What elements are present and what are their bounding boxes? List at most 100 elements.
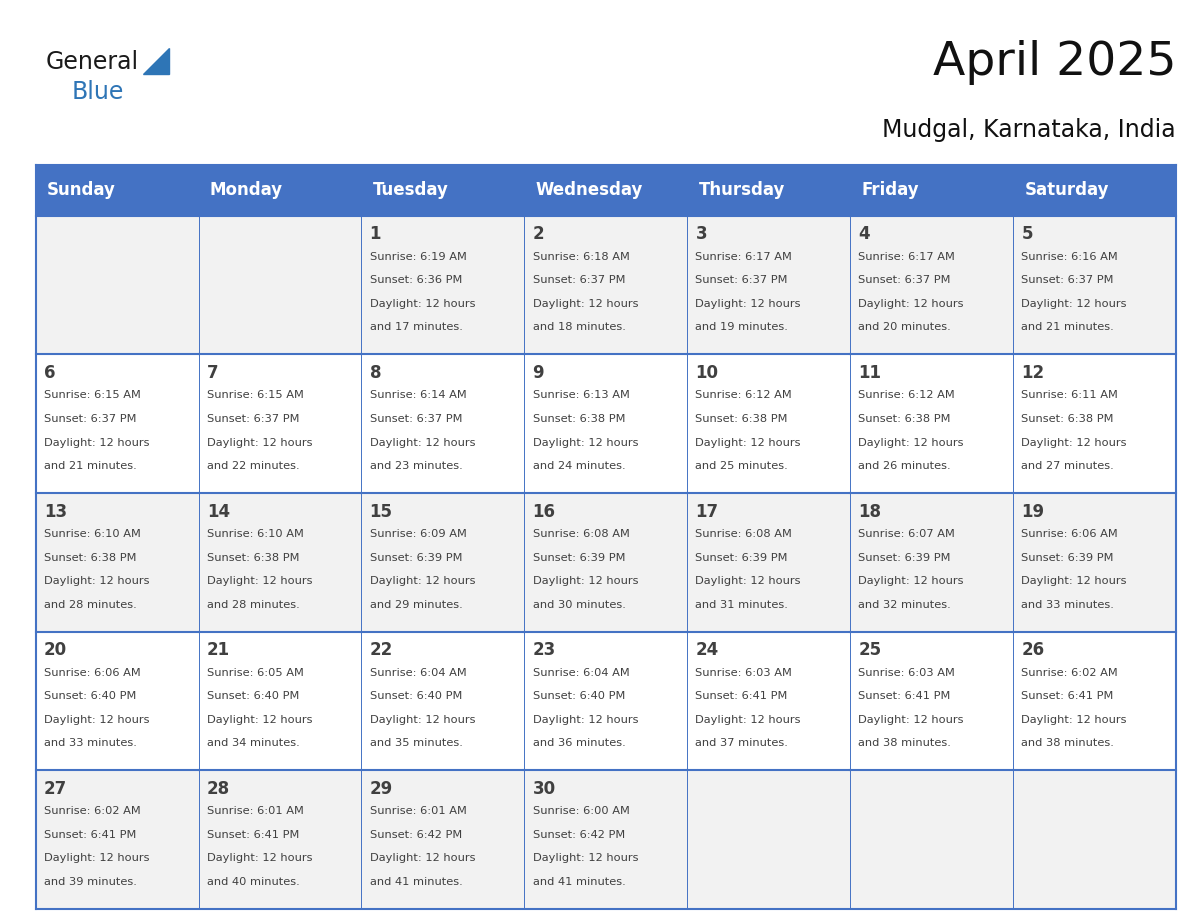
Text: and 37 minutes.: and 37 minutes. <box>695 738 789 748</box>
Text: Sunrise: 6:18 AM: Sunrise: 6:18 AM <box>532 252 630 262</box>
Text: Sunrise: 6:08 AM: Sunrise: 6:08 AM <box>532 529 630 539</box>
Text: 9: 9 <box>532 364 544 382</box>
Text: Sunrise: 6:10 AM: Sunrise: 6:10 AM <box>207 529 304 539</box>
Text: and 33 minutes.: and 33 minutes. <box>1022 599 1114 610</box>
Text: and 33 minutes.: and 33 minutes. <box>44 738 137 748</box>
Text: Daylight: 12 hours: Daylight: 12 hours <box>695 438 801 447</box>
Text: Sunset: 6:41 PM: Sunset: 6:41 PM <box>207 830 299 840</box>
Text: and 32 minutes.: and 32 minutes. <box>859 599 952 610</box>
Text: Sunrise: 6:05 AM: Sunrise: 6:05 AM <box>207 667 304 677</box>
FancyBboxPatch shape <box>1013 216 1176 354</box>
FancyBboxPatch shape <box>524 493 688 632</box>
Text: and 41 minutes.: and 41 minutes. <box>369 877 462 887</box>
Text: 26: 26 <box>1022 642 1044 659</box>
Text: 18: 18 <box>859 503 881 521</box>
Text: Sunset: 6:38 PM: Sunset: 6:38 PM <box>532 414 625 424</box>
Text: Daylight: 12 hours: Daylight: 12 hours <box>44 577 150 586</box>
Text: Sunset: 6:37 PM: Sunset: 6:37 PM <box>695 275 788 285</box>
Text: Wednesday: Wednesday <box>536 182 643 199</box>
Text: and 26 minutes.: and 26 minutes. <box>859 461 952 471</box>
FancyBboxPatch shape <box>851 493 1013 632</box>
Text: Saturday: Saturday <box>1024 182 1110 199</box>
Text: and 25 minutes.: and 25 minutes. <box>695 461 789 471</box>
FancyBboxPatch shape <box>361 216 524 354</box>
FancyBboxPatch shape <box>36 632 198 770</box>
Text: Sunset: 6:41 PM: Sunset: 6:41 PM <box>1022 691 1113 701</box>
Text: Daylight: 12 hours: Daylight: 12 hours <box>369 299 475 308</box>
Text: and 39 minutes.: and 39 minutes. <box>44 877 137 887</box>
Text: Daylight: 12 hours: Daylight: 12 hours <box>44 854 150 863</box>
Text: Daylight: 12 hours: Daylight: 12 hours <box>207 577 312 586</box>
Text: and 38 minutes.: and 38 minutes. <box>1022 738 1114 748</box>
Text: 5: 5 <box>1022 226 1032 243</box>
Text: Sunset: 6:39 PM: Sunset: 6:39 PM <box>532 553 625 563</box>
FancyBboxPatch shape <box>851 632 1013 770</box>
Text: Sunrise: 6:13 AM: Sunrise: 6:13 AM <box>532 390 630 400</box>
Text: Sunset: 6:41 PM: Sunset: 6:41 PM <box>859 691 950 701</box>
Text: 3: 3 <box>695 226 707 243</box>
Text: General: General <box>45 50 138 74</box>
Text: Daylight: 12 hours: Daylight: 12 hours <box>532 715 638 724</box>
Text: Daylight: 12 hours: Daylight: 12 hours <box>532 438 638 447</box>
Text: Sunday: Sunday <box>48 182 116 199</box>
Text: Sunrise: 6:00 AM: Sunrise: 6:00 AM <box>532 806 630 816</box>
Text: 14: 14 <box>207 503 229 521</box>
Text: 15: 15 <box>369 503 393 521</box>
Text: and 35 minutes.: and 35 minutes. <box>369 738 462 748</box>
Text: 17: 17 <box>695 503 719 521</box>
FancyBboxPatch shape <box>1013 632 1176 770</box>
FancyBboxPatch shape <box>524 770 688 909</box>
Text: 19: 19 <box>1022 503 1044 521</box>
Text: Thursday: Thursday <box>699 182 785 199</box>
Text: Sunrise: 6:09 AM: Sunrise: 6:09 AM <box>369 529 467 539</box>
Text: Sunrise: 6:12 AM: Sunrise: 6:12 AM <box>695 390 792 400</box>
Text: 21: 21 <box>207 642 229 659</box>
Text: 12: 12 <box>1022 364 1044 382</box>
Text: Tuesday: Tuesday <box>373 182 449 199</box>
Text: Sunrise: 6:07 AM: Sunrise: 6:07 AM <box>859 529 955 539</box>
Text: Sunset: 6:39 PM: Sunset: 6:39 PM <box>1022 553 1114 563</box>
FancyBboxPatch shape <box>361 770 524 909</box>
Text: Daylight: 12 hours: Daylight: 12 hours <box>695 577 801 586</box>
Text: and 20 minutes.: and 20 minutes. <box>859 322 952 332</box>
FancyBboxPatch shape <box>524 216 688 354</box>
Text: Daylight: 12 hours: Daylight: 12 hours <box>1022 715 1127 724</box>
Text: Daylight: 12 hours: Daylight: 12 hours <box>859 299 963 308</box>
Text: 27: 27 <box>44 780 67 798</box>
FancyBboxPatch shape <box>36 770 198 909</box>
Text: and 23 minutes.: and 23 minutes. <box>369 461 462 471</box>
Text: Sunset: 6:39 PM: Sunset: 6:39 PM <box>695 553 788 563</box>
Text: Daylight: 12 hours: Daylight: 12 hours <box>44 715 150 724</box>
Text: Sunrise: 6:03 AM: Sunrise: 6:03 AM <box>695 667 792 677</box>
Text: 11: 11 <box>859 364 881 382</box>
Text: 10: 10 <box>695 364 719 382</box>
FancyBboxPatch shape <box>198 165 361 216</box>
Text: Daylight: 12 hours: Daylight: 12 hours <box>859 577 963 586</box>
Text: Daylight: 12 hours: Daylight: 12 hours <box>532 854 638 863</box>
Text: Daylight: 12 hours: Daylight: 12 hours <box>369 577 475 586</box>
Text: and 17 minutes.: and 17 minutes. <box>369 322 462 332</box>
Text: Sunrise: 6:08 AM: Sunrise: 6:08 AM <box>695 529 792 539</box>
Text: Daylight: 12 hours: Daylight: 12 hours <box>369 854 475 863</box>
Text: Daylight: 12 hours: Daylight: 12 hours <box>532 299 638 308</box>
Text: Sunrise: 6:01 AM: Sunrise: 6:01 AM <box>369 806 467 816</box>
Text: Monday: Monday <box>210 182 283 199</box>
Text: Mudgal, Karnataka, India: Mudgal, Karnataka, India <box>883 118 1176 142</box>
Text: Sunset: 6:37 PM: Sunset: 6:37 PM <box>369 414 462 424</box>
FancyBboxPatch shape <box>688 770 851 909</box>
Text: and 30 minutes.: and 30 minutes. <box>532 599 625 610</box>
Text: and 22 minutes.: and 22 minutes. <box>207 461 299 471</box>
Text: Sunset: 6:38 PM: Sunset: 6:38 PM <box>1022 414 1114 424</box>
Text: and 41 minutes.: and 41 minutes. <box>532 877 625 887</box>
FancyBboxPatch shape <box>198 354 361 493</box>
Text: 20: 20 <box>44 642 67 659</box>
FancyBboxPatch shape <box>36 354 198 493</box>
FancyBboxPatch shape <box>851 354 1013 493</box>
Text: and 31 minutes.: and 31 minutes. <box>695 599 789 610</box>
Text: Sunrise: 6:01 AM: Sunrise: 6:01 AM <box>207 806 304 816</box>
Text: Sunset: 6:37 PM: Sunset: 6:37 PM <box>44 414 137 424</box>
Text: Sunrise: 6:10 AM: Sunrise: 6:10 AM <box>44 529 140 539</box>
Text: Friday: Friday <box>861 182 920 199</box>
Text: and 28 minutes.: and 28 minutes. <box>207 599 299 610</box>
Text: and 28 minutes.: and 28 minutes. <box>44 599 137 610</box>
